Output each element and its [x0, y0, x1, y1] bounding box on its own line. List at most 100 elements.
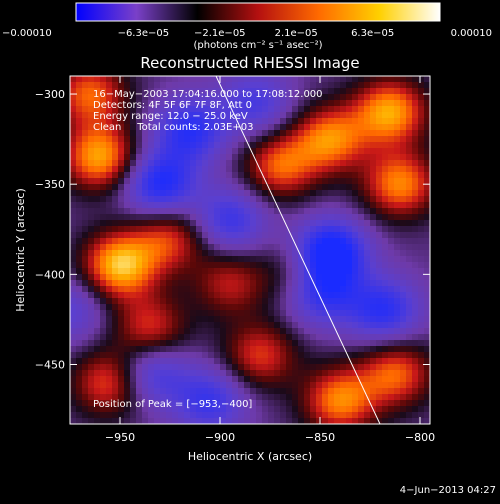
heatmap-cell — [304, 358, 311, 365]
heatmap-cell — [406, 394, 413, 401]
heatmap-cell — [400, 184, 407, 191]
heatmap-cell — [394, 286, 401, 293]
heatmap-cell — [112, 316, 119, 323]
heatmap-cell — [124, 298, 131, 305]
heatmap-cell — [172, 166, 179, 173]
heatmap-cell — [388, 340, 395, 347]
heatmap-cell — [286, 76, 293, 83]
heatmap-cell — [298, 106, 305, 113]
heatmap-cell — [214, 196, 221, 203]
heatmap-cell — [160, 100, 167, 107]
heatmap-cell — [346, 412, 353, 419]
heatmap-cell — [232, 268, 239, 275]
heatmap-cell — [238, 100, 245, 107]
heatmap-cell — [394, 88, 401, 95]
heatmap-cell — [418, 82, 425, 89]
heatmap-cell — [250, 160, 257, 167]
heatmap-cell — [202, 286, 209, 293]
heatmap-cell — [346, 94, 353, 101]
heatmap-cell — [76, 76, 83, 83]
heatmap-cell — [406, 142, 413, 149]
heatmap-cell — [394, 298, 401, 305]
heatmap-cell — [418, 100, 425, 107]
heatmap-cell — [88, 334, 95, 341]
heatmap-cell — [394, 370, 401, 377]
heatmap-cell — [358, 418, 365, 424]
heatmap-cell — [94, 406, 101, 413]
heatmap-cell — [88, 292, 95, 299]
heatmap-cell — [424, 148, 430, 155]
heatmap-cell — [220, 382, 227, 389]
heatmap-cell — [244, 232, 251, 239]
heatmap-cell — [118, 94, 125, 101]
heatmap-cell — [298, 322, 305, 329]
heatmap-cell — [112, 76, 119, 83]
heatmap-cell — [418, 358, 425, 365]
heatmap-cell — [280, 382, 287, 389]
heatmap-cell — [184, 274, 191, 281]
heatmap-cell — [280, 388, 287, 395]
heatmap-cell — [418, 394, 425, 401]
heatmap-cell — [142, 190, 149, 197]
heatmap-cell — [202, 100, 209, 107]
heatmap-cell — [148, 130, 155, 137]
heatmap-cell — [250, 310, 257, 317]
heatmap-cell — [406, 76, 413, 83]
heatmap-cell — [244, 142, 251, 149]
heatmap-cell — [388, 352, 395, 359]
heatmap-cell — [130, 382, 137, 389]
heatmap-cell — [250, 154, 257, 161]
heatmap-cell — [208, 298, 215, 305]
heatmap-cell — [112, 220, 119, 227]
heatmap-cell — [358, 220, 365, 227]
heatmap-cell — [238, 376, 245, 383]
heatmap-cell — [70, 412, 77, 419]
heatmap-cell — [154, 232, 161, 239]
heatmap-cell — [154, 76, 161, 83]
heatmap-cell — [334, 76, 341, 83]
heatmap-cell — [370, 88, 377, 95]
heatmap-cell — [172, 364, 179, 371]
heatmap-cell — [178, 280, 185, 287]
heatmap-cell — [322, 298, 329, 305]
heatmap-cell — [382, 358, 389, 365]
heatmap-cell — [364, 142, 371, 149]
heatmap-cell — [202, 76, 209, 83]
heatmap-cell — [352, 112, 359, 119]
heatmap-cell — [358, 130, 365, 137]
heatmap-cell — [304, 178, 311, 185]
heatmap-cell — [424, 154, 430, 161]
heatmap-cell — [208, 124, 215, 131]
heatmap-cell — [112, 298, 119, 305]
heatmap-cell — [220, 160, 227, 167]
heatmap-cell — [88, 100, 95, 107]
heatmap-cell — [292, 418, 299, 424]
heatmap-cell — [82, 82, 89, 89]
heatmap-cell — [100, 184, 107, 191]
heatmap-cell — [76, 202, 83, 209]
heatmap-cell — [88, 250, 95, 257]
heatmap-cell — [148, 160, 155, 167]
heatmap-cell — [424, 100, 430, 107]
heatmap-cell — [130, 274, 137, 281]
heatmap-cell — [286, 418, 293, 424]
heatmap-cell — [94, 136, 101, 143]
heatmap-cell — [142, 136, 149, 143]
heatmap-cell — [394, 178, 401, 185]
heatmap-cell — [106, 262, 113, 269]
heatmap-cell — [364, 88, 371, 95]
heatmap-cell — [214, 256, 221, 263]
heatmap-cell — [166, 220, 173, 227]
heatmap-cell — [178, 304, 185, 311]
heatmap-cell — [208, 370, 215, 377]
heatmap-cell — [358, 292, 365, 299]
heatmap-cell — [382, 346, 389, 353]
heatmap-cell — [124, 172, 131, 179]
heatmap-cell — [160, 202, 167, 209]
heatmap-cell — [250, 400, 257, 407]
heatmap-cell — [136, 244, 143, 251]
heatmap-cell — [268, 412, 275, 419]
heatmap-cell — [316, 400, 323, 407]
heatmap-cell — [262, 304, 269, 311]
heatmap-cell — [304, 202, 311, 209]
